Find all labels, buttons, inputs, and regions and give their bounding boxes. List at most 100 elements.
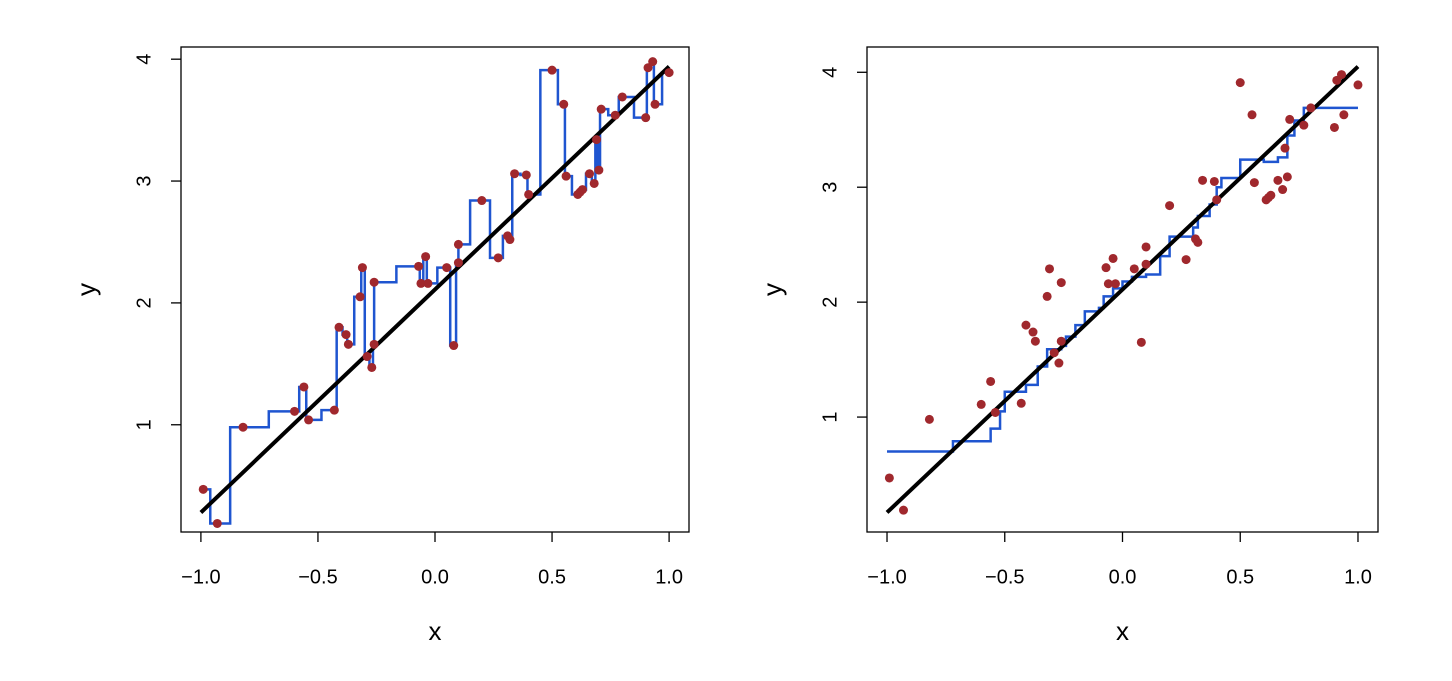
- data-point: [414, 261, 424, 271]
- y-tick-label: 4: [133, 54, 155, 65]
- data-point: [1181, 255, 1191, 265]
- data-point: [596, 104, 606, 114]
- data-point: [1103, 279, 1113, 289]
- x-tick-label: 0.0: [1109, 566, 1137, 588]
- y-tick-label: 3: [819, 182, 841, 193]
- data-point: [505, 235, 515, 245]
- data-point: [648, 57, 658, 67]
- true-line: [199, 65, 671, 514]
- x-tick-label: 0.5: [538, 566, 566, 588]
- data-point: [1141, 259, 1151, 269]
- data-point: [976, 399, 986, 409]
- data-point: [198, 484, 208, 494]
- data-point: [1198, 175, 1208, 185]
- data-point: [1030, 336, 1040, 346]
- y-tick-label: 1: [819, 412, 841, 423]
- data-point: [304, 415, 314, 425]
- data-point: [559, 99, 569, 109]
- data-point: [1016, 398, 1026, 408]
- x-tick-label: 1.0: [1344, 566, 1372, 588]
- data-point: [990, 407, 1000, 417]
- data-point: [1108, 253, 1118, 263]
- data-point: [1353, 80, 1363, 90]
- x-tick-label: −1.0: [867, 566, 906, 588]
- fit-line: [887, 106, 1358, 453]
- data-point: [1282, 172, 1292, 182]
- data-point: [1249, 178, 1259, 188]
- data-point: [547, 65, 557, 75]
- data-point: [1285, 114, 1295, 124]
- x-tick-label: −0.5: [298, 566, 337, 588]
- data-point: [643, 63, 653, 73]
- data-point: [1056, 278, 1066, 288]
- plot: −1.0 −0.5 0.0 0.5 1.0 1 2 3 4 x y: [71, 46, 690, 646]
- data-point: [1049, 348, 1059, 358]
- plot-frame: [866, 46, 1379, 533]
- data-point: [1056, 336, 1066, 346]
- data-point: [561, 171, 571, 181]
- y-tick-label: 2: [819, 297, 841, 308]
- data-point: [650, 99, 660, 109]
- data-point: [334, 322, 344, 332]
- data-point: [641, 113, 651, 123]
- y-tick-label: 2: [133, 297, 155, 308]
- x-axis-label: x: [429, 616, 442, 646]
- data-point: [617, 92, 627, 102]
- data-point: [1329, 122, 1339, 132]
- data-point: [421, 252, 431, 262]
- plot-frame: [180, 46, 690, 533]
- data-point: [1054, 358, 1064, 368]
- data-point: [924, 414, 934, 424]
- plot-area: [198, 57, 674, 528]
- data-point: [493, 253, 503, 263]
- data-point: [1306, 103, 1316, 113]
- y-axis-label: y: [71, 283, 101, 296]
- plot: −1.0 −0.5 0.0 0.5 1.0 1 2 3 4 x y: [757, 46, 1379, 646]
- data-point: [1141, 242, 1151, 252]
- x-tick-label: 0.5: [1226, 566, 1254, 588]
- data-point: [1280, 143, 1290, 153]
- data-point: [589, 178, 599, 188]
- data-point: [341, 330, 351, 340]
- data-point: [1278, 185, 1288, 195]
- y-tick-label: 4: [819, 67, 841, 78]
- true-line: [885, 65, 1360, 514]
- data-point: [290, 406, 300, 416]
- data-point: [1193, 237, 1203, 247]
- data-point: [899, 505, 908, 515]
- data-point: [577, 185, 587, 195]
- data-point: [1129, 264, 1139, 274]
- data-point: [453, 239, 463, 249]
- data-point: [1209, 176, 1219, 186]
- data-point: [1136, 337, 1146, 347]
- data-point: [1045, 264, 1054, 274]
- data-point: [355, 292, 365, 302]
- data-point: [238, 422, 248, 432]
- data-point: [1337, 70, 1346, 80]
- y-axis-label: y: [757, 283, 787, 296]
- data-point: [362, 352, 372, 362]
- data-point: [343, 339, 353, 349]
- data-point: [1266, 190, 1276, 200]
- data-point: [1042, 291, 1052, 301]
- data-point: [986, 376, 996, 386]
- x-tick-label: −1.0: [181, 566, 220, 588]
- data-point: [1110, 279, 1120, 289]
- data-point: [212, 518, 222, 528]
- x-axis-label: x: [1116, 616, 1129, 646]
- data-point: [477, 196, 487, 206]
- data-point: [367, 362, 377, 372]
- data-point: [416, 278, 426, 288]
- x-tick-label: 0.0: [421, 566, 449, 588]
- y-tick-label: 3: [133, 175, 155, 186]
- data-point: [442, 263, 452, 273]
- data-point: [594, 165, 604, 175]
- data-point: [369, 339, 379, 349]
- data-point: [1339, 110, 1349, 120]
- data-point: [1165, 201, 1175, 211]
- data-point: [1299, 120, 1309, 130]
- data-point: [449, 341, 459, 351]
- x-tick-label: 1.0: [655, 566, 683, 588]
- data-point: [1028, 327, 1038, 337]
